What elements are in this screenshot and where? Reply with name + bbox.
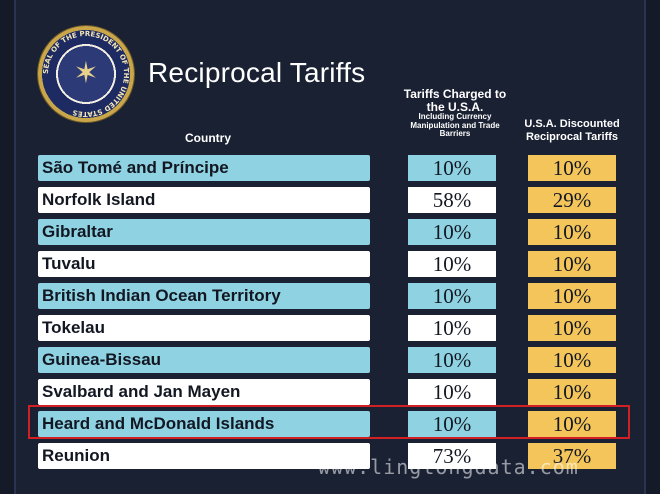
charged-cell: 10% xyxy=(408,251,496,277)
country-column-header: Country xyxy=(185,131,231,145)
country-cell: Tokelau xyxy=(38,315,370,341)
country-cell: Svalbard and Jan Mayen xyxy=(38,379,370,405)
country-cell: Reunion xyxy=(38,443,370,469)
charged-header-main: Tariffs Charged to the U.S.A. xyxy=(403,87,507,114)
highlight-box xyxy=(28,405,630,439)
country-cell: Gibraltar xyxy=(38,219,370,245)
seal-ring-text: SEAL OF THE PRESIDENT OF THE UNITED STAT… xyxy=(42,30,130,118)
usa-cell: 29% xyxy=(528,187,616,213)
charged-cell: 10% xyxy=(408,347,496,373)
page-title: Reciprocal Tariffs xyxy=(148,57,366,88)
country-cell: British Indian Ocean Territory xyxy=(38,283,370,309)
presidential-seal: SEAL OF THE PRESIDENT OF THE UNITED STAT… xyxy=(38,26,134,122)
watermark: www.lingtongdata.com xyxy=(318,455,579,479)
usa-cell: 37% xyxy=(528,443,616,469)
usa-cell: 10% xyxy=(528,379,616,405)
usa-cell: 10% xyxy=(528,155,616,181)
country-cell: Heard and McDonald Islands xyxy=(38,411,370,437)
usa-cell: 10% xyxy=(528,283,616,309)
usa-cell: 10% xyxy=(528,315,616,341)
usa-cell: 10% xyxy=(528,411,616,437)
charged-cell: 10% xyxy=(408,219,496,245)
charged-cell: 73% xyxy=(408,443,496,469)
country-cell: Norfolk Island xyxy=(38,187,370,213)
charged-column-header: Tariffs Charged to the U.S.A. Including … xyxy=(400,88,510,138)
charged-header-sub: Including Currency Manipulation and Trad… xyxy=(410,112,500,138)
charged-cell: 58% xyxy=(408,187,496,213)
country-cell: Guinea-Bissau xyxy=(38,347,370,373)
usa-cell: 10% xyxy=(528,251,616,277)
country-cell: São Tomé and Príncipe xyxy=(38,155,370,181)
charged-cell: 10% xyxy=(408,315,496,341)
charged-cell: 10% xyxy=(408,155,496,181)
country-cell: Tuvalu xyxy=(38,251,370,277)
charged-cell: 10% xyxy=(408,283,496,309)
eagle-icon: ✶ xyxy=(73,56,99,91)
usa-column-header: U.S.A. Discounted Reciprocal Tariffs xyxy=(524,118,620,143)
charged-cell: 10% xyxy=(408,411,496,437)
usa-cell: 10% xyxy=(528,219,616,245)
usa-cell: 10% xyxy=(528,347,616,373)
charged-cell: 10% xyxy=(408,379,496,405)
